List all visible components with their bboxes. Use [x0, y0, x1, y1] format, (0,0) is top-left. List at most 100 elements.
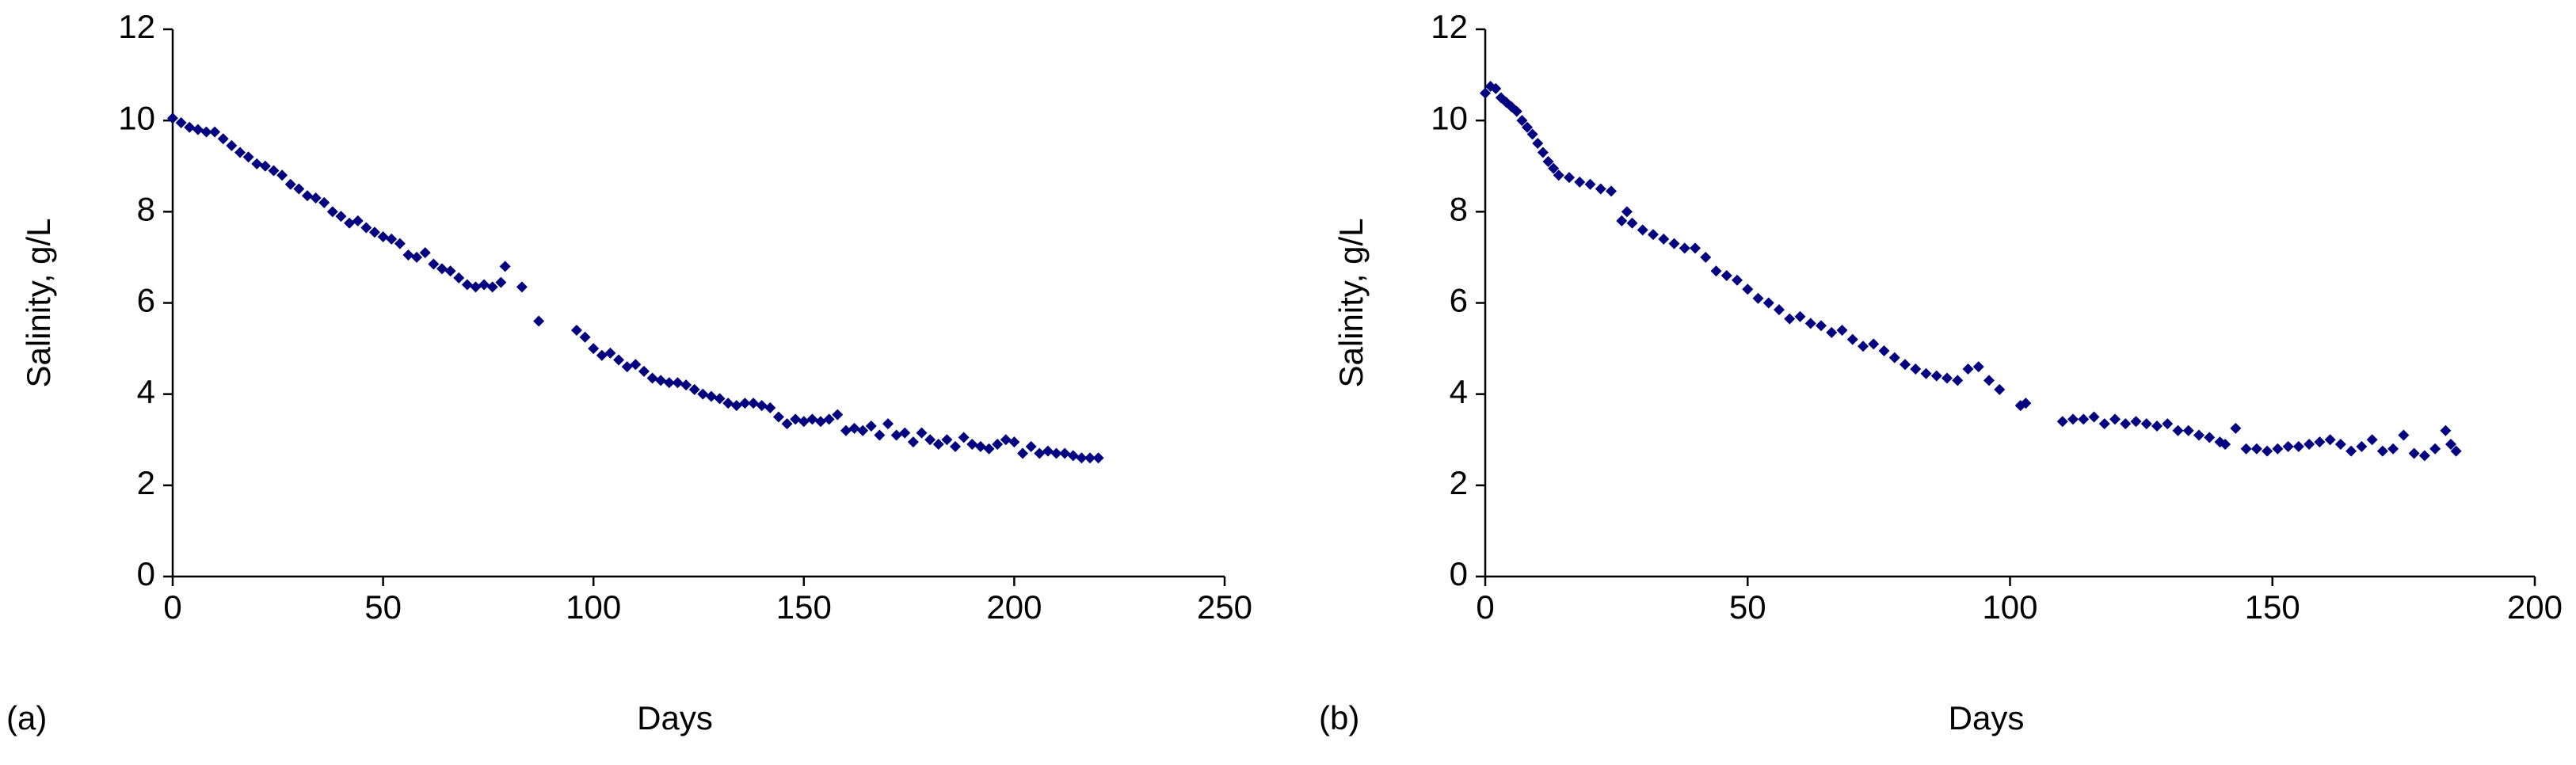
data-point — [2240, 443, 2252, 455]
data-point — [2088, 411, 2100, 423]
data-point — [764, 402, 776, 413]
data-point — [848, 422, 860, 434]
data-point — [798, 416, 810, 428]
data-point — [2445, 439, 2456, 451]
data-point — [1490, 82, 1502, 94]
data-point — [1516, 115, 1528, 127]
data-point — [815, 416, 827, 428]
x-tick-label: 100 — [1982, 588, 2037, 626]
y-tick-label: 2 — [137, 464, 155, 501]
data-point — [714, 393, 726, 405]
data-point — [2193, 429, 2204, 441]
data-point — [1092, 452, 1104, 464]
data-point — [1868, 338, 1880, 350]
data-point — [2067, 413, 2079, 425]
data-point — [1606, 185, 1617, 197]
data-point — [1762, 297, 1774, 309]
data-point — [1025, 440, 1037, 452]
data-point — [2440, 424, 2452, 436]
data-point — [318, 196, 330, 208]
y-tick-label: 12 — [118, 8, 155, 45]
data-point — [2376, 445, 2388, 457]
data-point — [1942, 372, 1953, 384]
data-point — [1595, 183, 1606, 195]
x-tick-label: 50 — [364, 588, 402, 626]
data-point — [730, 400, 742, 412]
x-tick-label: 200 — [986, 588, 1042, 626]
data-point — [772, 411, 784, 423]
data-point — [2304, 439, 2315, 451]
data-point — [2220, 439, 2231, 451]
data-point — [1626, 217, 1638, 229]
data-point — [1526, 128, 1538, 140]
data-point — [1084, 452, 1096, 464]
data-point — [1952, 375, 1964, 386]
data-point — [2408, 447, 2420, 459]
data-point — [1564, 172, 1575, 184]
data-point — [200, 126, 212, 138]
data-point — [276, 169, 288, 181]
data-point — [2356, 440, 2368, 452]
data-point — [2020, 398, 2032, 409]
data-point — [697, 388, 709, 400]
data-point — [840, 424, 852, 436]
data-point — [865, 420, 877, 432]
data-point — [1034, 447, 1046, 459]
x-tick-label: 150 — [2245, 588, 2300, 626]
data-point — [242, 151, 254, 163]
data-point — [941, 434, 953, 446]
data-point — [1679, 242, 1690, 254]
data-point — [1537, 147, 1549, 158]
data-point — [344, 217, 356, 229]
x-tick-label: 200 — [2507, 588, 2563, 626]
data-point — [386, 233, 398, 245]
data-point — [950, 440, 962, 452]
y-axis-title: Salinity, g/L — [1332, 219, 1370, 388]
data-point — [638, 365, 650, 377]
data-point — [983, 443, 995, 455]
data-point — [368, 226, 380, 238]
data-point — [790, 413, 802, 425]
data-point — [209, 126, 221, 138]
y-tick-label: 8 — [1450, 190, 1468, 227]
data-point — [1542, 155, 1554, 167]
data-point — [419, 247, 431, 259]
data-point — [890, 429, 902, 441]
data-point — [1983, 375, 1995, 386]
data-point — [1752, 292, 1764, 304]
data-point — [857, 424, 869, 436]
data-point — [680, 379, 692, 391]
data-point — [184, 121, 196, 133]
data-point — [1584, 178, 1596, 190]
data-point — [301, 190, 313, 202]
x-tick-label: 250 — [1197, 588, 1252, 626]
data-point — [2182, 424, 2194, 436]
data-point — [2324, 434, 2336, 446]
data-point — [1742, 284, 1754, 295]
data-point — [1553, 169, 1564, 181]
data-point — [377, 231, 389, 243]
data-point — [1784, 313, 1796, 325]
data-point — [1076, 452, 1088, 464]
data-point — [310, 192, 322, 204]
data-point — [2366, 434, 2378, 446]
data-point — [924, 434, 936, 446]
data-point — [516, 281, 528, 293]
data-point — [1621, 206, 1633, 218]
data-point — [2230, 422, 2242, 434]
data-point — [2387, 443, 2399, 455]
data-point — [2098, 418, 2110, 430]
y-tick-label: 12 — [1431, 8, 1468, 45]
data-point — [461, 279, 473, 291]
data-point — [251, 158, 263, 169]
data-point — [781, 418, 793, 430]
data-point — [2292, 440, 2304, 452]
y-tick-label: 10 — [1431, 99, 1468, 136]
data-point — [2120, 418, 2132, 430]
data-point — [2345, 445, 2357, 457]
data-point — [966, 439, 978, 451]
data-point — [1878, 344, 1890, 356]
data-point — [1511, 105, 1522, 117]
data-point — [882, 418, 894, 430]
